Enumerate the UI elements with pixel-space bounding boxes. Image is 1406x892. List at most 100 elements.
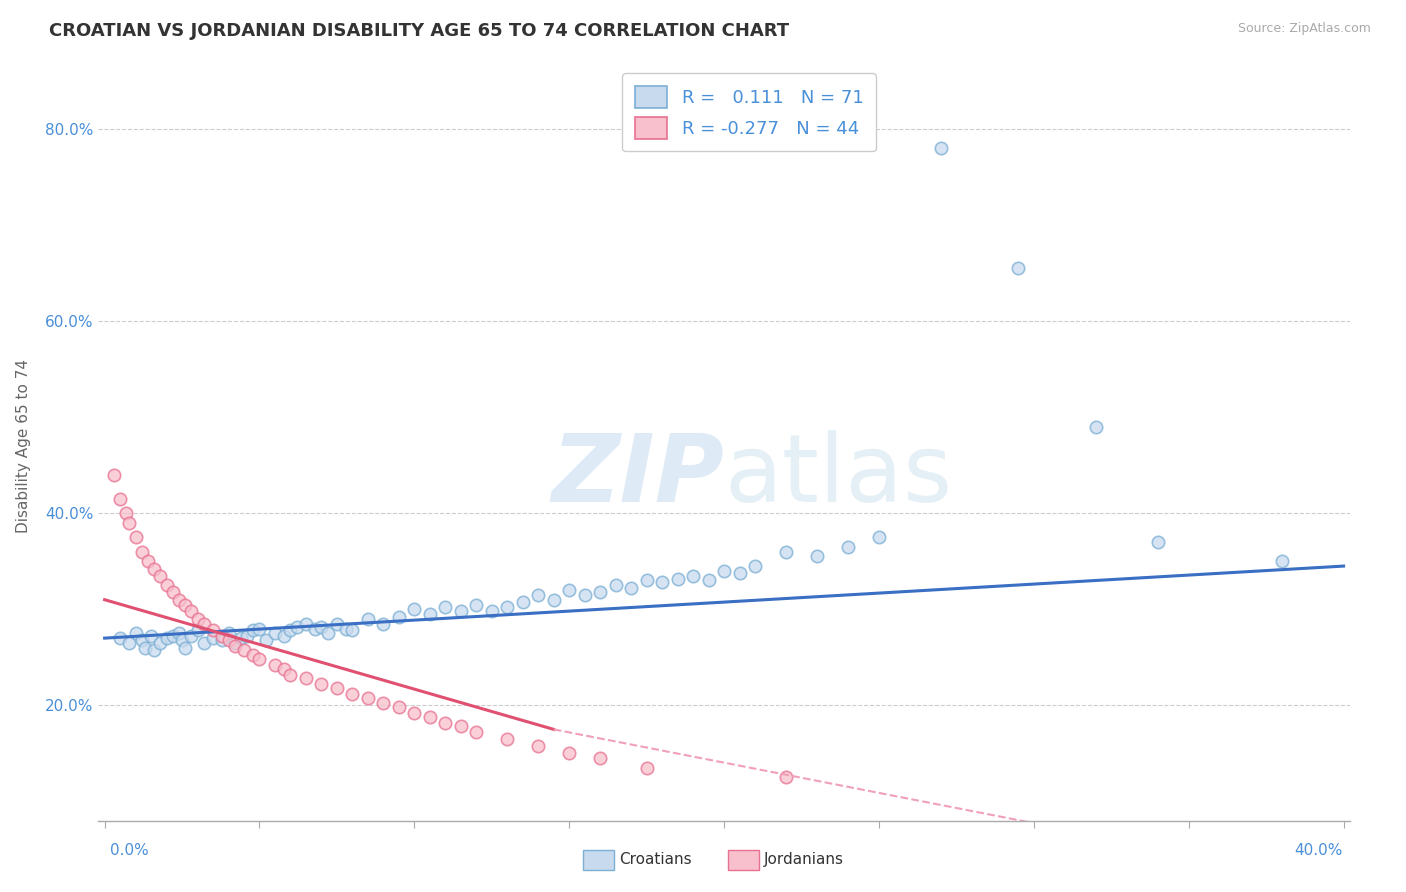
Point bbox=[149, 636, 172, 650]
Point bbox=[103, 467, 125, 482]
Point bbox=[202, 631, 225, 645]
Point bbox=[174, 598, 197, 612]
Point bbox=[744, 559, 766, 574]
Point bbox=[155, 578, 177, 592]
Point bbox=[357, 612, 380, 626]
Point bbox=[218, 633, 240, 648]
Point bbox=[373, 697, 395, 711]
Text: 0.0%: 0.0% bbox=[110, 843, 149, 858]
Text: Source: ZipAtlas.com: Source: ZipAtlas.com bbox=[1237, 22, 1371, 36]
Point bbox=[249, 622, 271, 636]
Text: Jordanians: Jordanians bbox=[763, 853, 844, 867]
Point bbox=[775, 771, 797, 785]
Point bbox=[229, 631, 252, 645]
Point bbox=[167, 592, 190, 607]
Point bbox=[304, 622, 326, 636]
Point bbox=[186, 624, 208, 638]
Point bbox=[589, 585, 612, 599]
Point bbox=[174, 640, 197, 655]
Point bbox=[155, 631, 177, 645]
Point bbox=[496, 731, 519, 746]
Point bbox=[242, 648, 264, 663]
Point bbox=[1271, 554, 1294, 568]
Point bbox=[357, 690, 380, 705]
Point bbox=[868, 530, 890, 544]
Point bbox=[131, 633, 153, 648]
Point bbox=[273, 629, 295, 643]
Point bbox=[124, 626, 146, 640]
Point bbox=[224, 636, 246, 650]
Point bbox=[574, 588, 596, 602]
Point bbox=[373, 616, 395, 631]
Point bbox=[388, 610, 411, 624]
Point bbox=[481, 604, 503, 618]
Point bbox=[636, 761, 658, 775]
Text: 40.0%: 40.0% bbox=[1295, 843, 1343, 858]
Point bbox=[115, 506, 138, 520]
Point bbox=[404, 706, 426, 720]
Text: CROATIAN VS JORDANIAN DISABILITY AGE 65 TO 74 CORRELATION CHART: CROATIAN VS JORDANIAN DISABILITY AGE 65 … bbox=[49, 22, 789, 40]
Point bbox=[162, 585, 184, 599]
Point bbox=[295, 672, 318, 686]
Point bbox=[434, 715, 457, 730]
Point bbox=[264, 658, 287, 673]
Point bbox=[162, 629, 184, 643]
Point bbox=[249, 652, 271, 666]
Point bbox=[682, 568, 704, 582]
Point bbox=[118, 516, 141, 530]
Point bbox=[419, 607, 441, 621]
Point bbox=[264, 626, 287, 640]
Point bbox=[806, 549, 828, 564]
Point bbox=[419, 710, 441, 724]
Point bbox=[139, 629, 162, 643]
Point bbox=[180, 604, 202, 618]
Point bbox=[404, 602, 426, 616]
Point bbox=[311, 619, 333, 633]
Point bbox=[311, 677, 333, 691]
Point bbox=[326, 681, 349, 695]
Point bbox=[775, 544, 797, 558]
Point bbox=[202, 624, 225, 638]
Point bbox=[342, 624, 364, 638]
Point bbox=[589, 751, 612, 765]
Point bbox=[211, 629, 233, 643]
Point bbox=[280, 624, 302, 638]
Point bbox=[211, 633, 233, 648]
Point bbox=[1007, 261, 1029, 276]
Point bbox=[512, 594, 534, 608]
Point bbox=[280, 667, 302, 681]
Point bbox=[218, 626, 240, 640]
Legend: R =   0.111   N = 71, R = -0.277   N = 44: R = 0.111 N = 71, R = -0.277 N = 44 bbox=[621, 73, 876, 152]
Y-axis label: Disability Age 65 to 74: Disability Age 65 to 74 bbox=[17, 359, 31, 533]
Point bbox=[450, 604, 472, 618]
Point bbox=[236, 629, 259, 643]
Point bbox=[388, 700, 411, 714]
Point bbox=[713, 564, 735, 578]
Point bbox=[254, 633, 277, 648]
Text: ZIP: ZIP bbox=[551, 430, 724, 522]
Point bbox=[134, 640, 156, 655]
Point bbox=[193, 636, 215, 650]
Point bbox=[108, 491, 131, 506]
Point bbox=[124, 530, 146, 544]
Point bbox=[450, 719, 472, 733]
Point bbox=[242, 624, 264, 638]
Point bbox=[929, 141, 952, 155]
Point bbox=[697, 574, 720, 588]
Point bbox=[636, 574, 658, 588]
Point bbox=[1146, 535, 1168, 549]
Point bbox=[285, 619, 308, 633]
Point bbox=[496, 600, 519, 615]
Point bbox=[136, 554, 159, 568]
Point bbox=[326, 616, 349, 631]
Point bbox=[527, 588, 550, 602]
Point bbox=[295, 616, 318, 631]
Point bbox=[143, 562, 166, 576]
Point bbox=[180, 629, 202, 643]
Point bbox=[193, 616, 215, 631]
Point bbox=[335, 622, 357, 636]
Text: Croatians: Croatians bbox=[619, 853, 692, 867]
Point bbox=[131, 544, 153, 558]
Point bbox=[149, 568, 172, 582]
Point bbox=[465, 725, 488, 739]
